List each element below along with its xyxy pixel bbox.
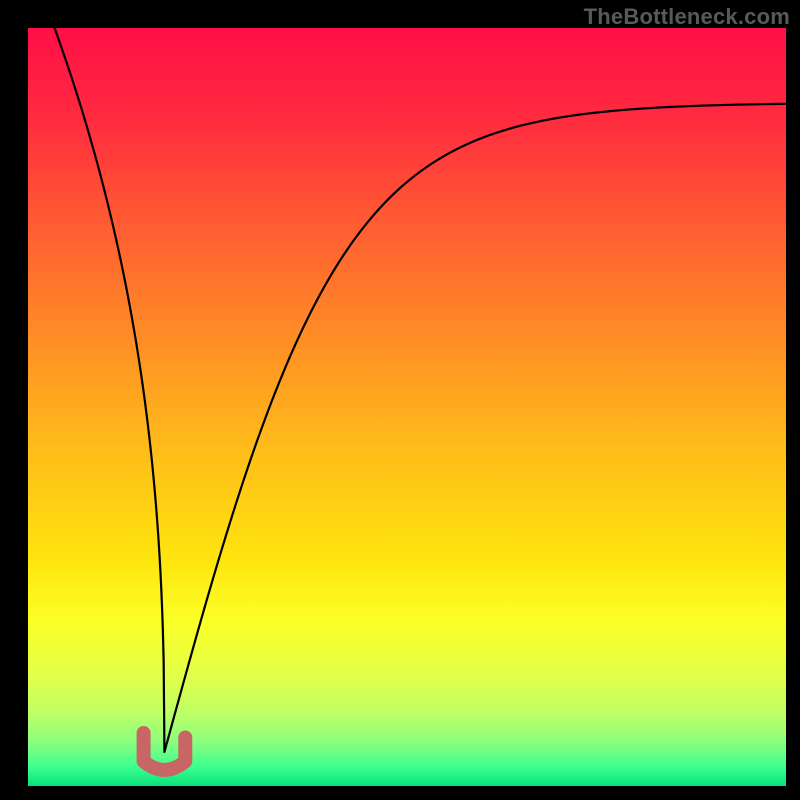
- figure-root: TheBottleneck.com: [0, 0, 800, 800]
- watermark-text: TheBottleneck.com: [584, 4, 790, 30]
- cusp-marker-dot: [137, 728, 150, 741]
- plot-svg: [28, 28, 786, 786]
- plot-area: [28, 28, 786, 786]
